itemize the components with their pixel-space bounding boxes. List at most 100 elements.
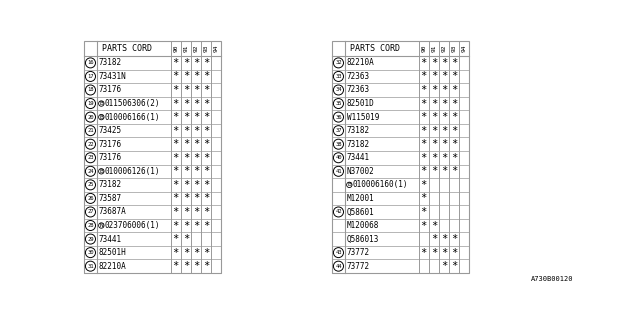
- Text: 72363: 72363: [347, 72, 370, 81]
- Text: 31: 31: [87, 264, 93, 269]
- Text: N37002: N37002: [347, 167, 374, 176]
- Text: 73425: 73425: [99, 126, 122, 135]
- Text: *: *: [203, 139, 209, 149]
- Text: *: *: [431, 99, 437, 108]
- Text: 19: 19: [87, 101, 93, 106]
- Text: *: *: [420, 99, 427, 108]
- Text: *: *: [451, 166, 457, 176]
- Text: *: *: [203, 112, 209, 122]
- Text: 73687A: 73687A: [99, 207, 126, 216]
- Text: *: *: [193, 193, 199, 204]
- Text: *: *: [193, 85, 199, 95]
- Text: *: *: [193, 99, 199, 108]
- Text: *: *: [182, 126, 189, 136]
- Text: Q58601: Q58601: [347, 207, 374, 216]
- Text: *: *: [431, 153, 437, 163]
- Text: 23: 23: [87, 155, 93, 160]
- Text: A730B00120: A730B00120: [531, 276, 573, 283]
- Text: 73176: 73176: [99, 153, 122, 162]
- Text: *: *: [203, 248, 209, 258]
- Text: 73176: 73176: [99, 85, 122, 94]
- Text: B: B: [99, 101, 103, 106]
- Text: *: *: [182, 234, 189, 244]
- Text: 73441: 73441: [347, 153, 370, 162]
- Text: 20: 20: [87, 115, 93, 120]
- Text: *: *: [441, 261, 447, 271]
- Text: B: B: [99, 169, 103, 174]
- Text: *: *: [173, 126, 179, 136]
- Text: *: *: [441, 58, 447, 68]
- Text: *: *: [193, 153, 199, 163]
- Text: B: B: [99, 115, 103, 120]
- Text: 90: 90: [421, 45, 426, 52]
- Text: *: *: [193, 248, 199, 258]
- Text: *: *: [203, 99, 209, 108]
- Text: *: *: [441, 166, 447, 176]
- Text: *: *: [182, 207, 189, 217]
- Text: M12001: M12001: [347, 194, 374, 203]
- Text: *: *: [193, 180, 199, 190]
- Text: *: *: [173, 58, 179, 68]
- Text: *: *: [420, 180, 427, 190]
- Text: *: *: [451, 234, 457, 244]
- Text: *: *: [173, 71, 179, 81]
- Text: 91: 91: [431, 45, 436, 52]
- Text: *: *: [203, 193, 209, 204]
- Text: *: *: [431, 166, 437, 176]
- Text: *: *: [431, 220, 437, 230]
- Text: Q586013: Q586013: [347, 235, 379, 244]
- Text: 16: 16: [87, 60, 93, 65]
- Text: *: *: [451, 248, 457, 258]
- Text: 42: 42: [335, 210, 342, 214]
- Text: *: *: [182, 112, 189, 122]
- Text: *: *: [441, 112, 447, 122]
- Text: *: *: [420, 193, 427, 204]
- Text: 34: 34: [335, 87, 342, 92]
- Text: *: *: [431, 71, 437, 81]
- Text: 73441: 73441: [99, 235, 122, 244]
- Text: 010006160(1): 010006160(1): [353, 180, 408, 189]
- Bar: [332, 41, 469, 273]
- Text: *: *: [182, 58, 189, 68]
- Text: *: *: [441, 248, 447, 258]
- Text: *: *: [182, 153, 189, 163]
- Text: *: *: [420, 207, 427, 217]
- Text: 41: 41: [335, 169, 342, 174]
- Text: *: *: [173, 139, 179, 149]
- Text: *: *: [173, 207, 179, 217]
- Text: 010006166(1): 010006166(1): [105, 113, 160, 122]
- Text: *: *: [182, 261, 189, 271]
- Text: *: *: [420, 58, 427, 68]
- Text: 023706006(1): 023706006(1): [105, 221, 160, 230]
- Text: *: *: [173, 248, 179, 258]
- Text: *: *: [431, 234, 437, 244]
- Text: *: *: [441, 234, 447, 244]
- Text: 38: 38: [335, 142, 342, 147]
- Text: 94: 94: [214, 45, 218, 52]
- Text: *: *: [451, 126, 457, 136]
- Text: *: *: [193, 220, 199, 230]
- Text: *: *: [420, 248, 427, 258]
- Text: *: *: [173, 112, 179, 122]
- Text: 73182: 73182: [347, 126, 370, 135]
- Text: *: *: [420, 112, 427, 122]
- Text: *: *: [173, 220, 179, 230]
- Text: 82210A: 82210A: [347, 58, 374, 68]
- Text: *: *: [173, 234, 179, 244]
- Text: *: *: [182, 220, 189, 230]
- Text: 32: 32: [335, 60, 342, 65]
- Text: 36: 36: [335, 115, 342, 120]
- Text: *: *: [182, 166, 189, 176]
- Text: *: *: [193, 139, 199, 149]
- Text: 35: 35: [335, 101, 342, 106]
- Text: *: *: [193, 126, 199, 136]
- Bar: [84, 41, 221, 273]
- Text: *: *: [173, 85, 179, 95]
- Text: 91: 91: [183, 45, 188, 52]
- Text: *: *: [182, 139, 189, 149]
- Text: 010006126(1): 010006126(1): [105, 167, 160, 176]
- Text: *: *: [203, 261, 209, 271]
- Text: 22: 22: [87, 142, 93, 147]
- Text: 18: 18: [87, 87, 93, 92]
- Text: PARTS CORD: PARTS CORD: [102, 44, 152, 53]
